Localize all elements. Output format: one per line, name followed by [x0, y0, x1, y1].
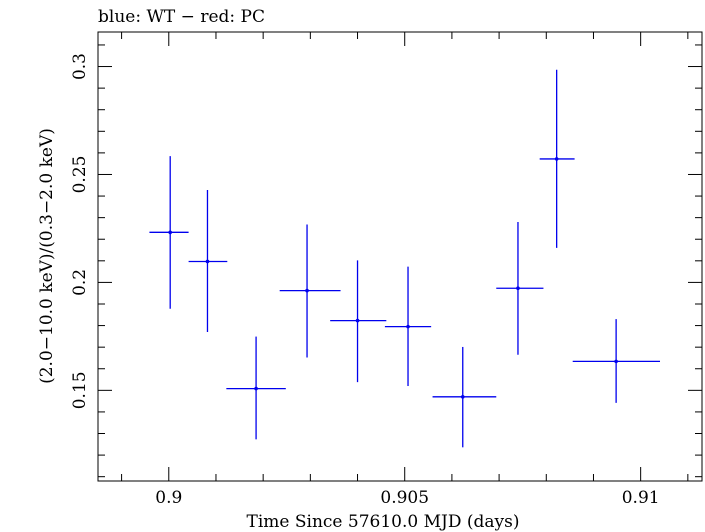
data-point	[226, 336, 286, 440]
data-point	[496, 221, 544, 355]
x-tick-label: 0.91	[622, 488, 660, 508]
y-tick-label: 0.3	[70, 53, 90, 80]
data-point	[539, 69, 575, 248]
plot-frame	[97, 31, 703, 482]
point-marker	[205, 259, 210, 264]
data-point	[279, 224, 341, 358]
data-point	[384, 266, 432, 387]
y-tick-label: 0.2	[70, 269, 90, 296]
data-series	[149, 69, 661, 448]
x-tick-label: 0.905	[380, 488, 429, 508]
point-marker	[516, 286, 520, 291]
point-marker	[254, 386, 258, 391]
data-point	[330, 260, 387, 383]
x-axis-label: Time Since 57610.0 MJD (days)	[247, 512, 520, 532]
point-marker	[554, 157, 559, 161]
data-point	[572, 319, 661, 403]
x-tick-labels: 0.9 0.905 0.91	[155, 488, 659, 508]
y-tick-labels: 0.15 0.2 0.25 0.3	[70, 53, 90, 409]
point-marker	[305, 288, 309, 293]
data-point	[188, 190, 228, 333]
chart-header: blue: WT − red: PC	[98, 7, 265, 27]
data-point	[432, 346, 497, 448]
axis-ticks	[98, 32, 702, 481]
x-tick-label: 0.9	[155, 488, 182, 508]
data-point	[149, 156, 189, 309]
series-wt	[149, 69, 661, 448]
y-axis-label: (2.0−10.0 keV)/(0.3−2.0 keV)	[37, 128, 57, 384]
point-marker	[168, 230, 172, 235]
point-marker	[614, 359, 618, 364]
y-tick-label: 0.15	[70, 371, 90, 409]
point-marker	[406, 324, 410, 329]
point-marker	[460, 395, 465, 399]
point-marker	[355, 318, 360, 323]
y-tick-label: 0.25	[70, 156, 90, 194]
